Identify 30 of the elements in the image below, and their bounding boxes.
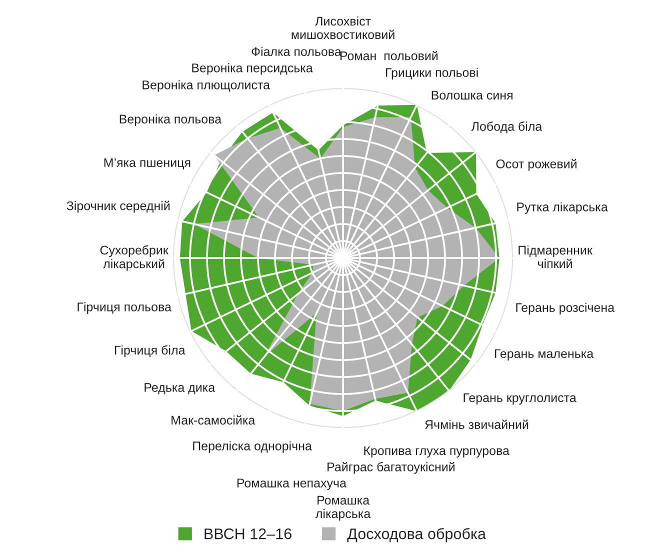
spoke-label: Рутка лікарська (517, 202, 608, 214)
spoke-label: Гірчиця польова (78, 302, 172, 314)
legend-label: Досходова обробка (347, 528, 486, 542)
spoke-label: Ячмінь звичайний (425, 420, 528, 430)
spoke-label: Грицики польові (386, 68, 478, 80)
legend-label: ВВСН 12–16 (204, 528, 292, 540)
spoke-label: Зірочник середній (66, 200, 170, 213)
spoke-label: Волошка синя (432, 90, 512, 100)
spoke-label: Герань розсічена (516, 302, 615, 314)
spoke-label: Роман польовий (340, 50, 438, 60)
spoke-label: Райграс багатоукісний (328, 462, 454, 474)
spoke-label: Ромашка лікарська (316, 496, 371, 521)
spoke-label: Редька дика (144, 383, 216, 394)
spoke-label: Вероніка плющолиста (142, 80, 270, 92)
spoke-label: Герань круглолиста (464, 393, 576, 405)
spoke-label: Осот рожевий (496, 158, 576, 171)
spoke-label: Фіалка польова (252, 46, 342, 56)
spoke-label: Сухоребрик лікарський (100, 245, 168, 271)
spoke-label: Вероніка польова (120, 114, 222, 126)
spoke-label: Мак-самосійка (172, 415, 256, 425)
spoke-label: Лобода біла (471, 122, 542, 134)
spoke-label: Ромашка непахуча (237, 478, 346, 490)
spoke-label: Переліска однорічна (193, 441, 312, 453)
spoke-label: М’яка пшениця (104, 158, 190, 170)
spoke-label: Лисохвіст мишохвостиковий (292, 16, 394, 40)
spoke-label: Підмаренник чіпкий (518, 245, 592, 268)
spoke-label: Гірчиця біла (114, 345, 186, 358)
spoke-label: Кропива глуха пурпурова (364, 446, 510, 458)
spoke-label: Герань маленька (495, 349, 594, 361)
spoke-label: Вероніка персидська (192, 63, 313, 75)
